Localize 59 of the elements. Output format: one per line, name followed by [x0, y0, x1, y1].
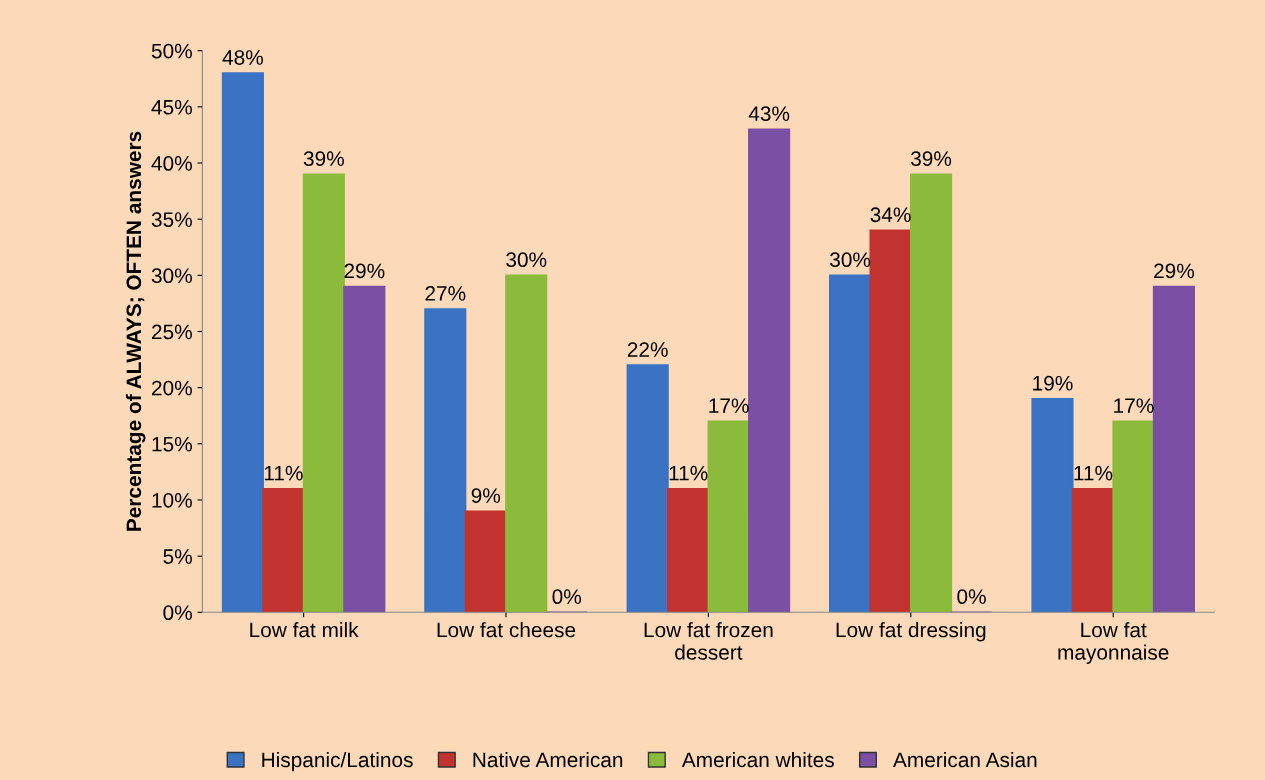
bar — [829, 274, 872, 613]
y-tick-label: 30% — [151, 268, 192, 284]
legend-label: Hispanic/Latinos — [262, 751, 413, 772]
data-label: 34% — [870, 207, 911, 223]
x-tick-label: Low fat cheese — [437, 622, 576, 638]
bar — [1152, 285, 1195, 613]
bar — [302, 173, 345, 613]
data-label: 39% — [910, 151, 952, 166]
x-tick-label: Low fat milk — [250, 622, 359, 638]
bar — [909, 173, 953, 613]
y-tick-label: 5% — [163, 549, 192, 564]
bar — [262, 487, 305, 613]
y-tick-label: 10% — [152, 492, 192, 508]
data-label: 17% — [709, 398, 749, 413]
bar — [221, 72, 264, 613]
bar — [869, 229, 912, 613]
bar — [343, 285, 386, 613]
data-label: 27% — [425, 286, 466, 301]
data-label: 0% — [552, 589, 582, 605]
data-label: 48% — [222, 50, 263, 65]
data-label: 0% — [957, 589, 986, 605]
y-tick-label: 15% — [152, 436, 192, 452]
legend-label: Native American — [473, 751, 623, 768]
y-tick-label: 35% — [151, 212, 192, 227]
bar — [626, 364, 669, 613]
x-tick-label: Low fat dressing — [836, 622, 986, 642]
data-label: 9% — [471, 488, 501, 503]
data-label: 29% — [1154, 263, 1195, 279]
y-tick-label: 40% — [151, 156, 192, 171]
bar — [1112, 420, 1155, 613]
data-label: 39% — [303, 151, 344, 166]
data-label: 17% — [1114, 398, 1154, 413]
data-label: 30% — [506, 252, 547, 268]
data-label: 30% — [830, 252, 871, 268]
data-label: 11% — [669, 465, 708, 481]
data-label: 11% — [1074, 465, 1113, 481]
bar — [424, 308, 467, 613]
bar — [1071, 487, 1115, 613]
bar — [464, 510, 507, 613]
y-tick-label: 25% — [152, 324, 192, 340]
bar — [748, 128, 791, 613]
y-axis-title: Percentage of ALWAYS; OFTEN answers — [125, 131, 146, 531]
bar — [667, 487, 710, 613]
legend-label: American whites — [681, 751, 834, 768]
bar — [707, 420, 750, 613]
data-label: 43% — [748, 106, 790, 122]
data-label: 11% — [264, 465, 303, 481]
bar — [1031, 398, 1074, 613]
bar — [505, 274, 548, 613]
data-label: 22% — [627, 342, 668, 357]
y-tick-label: 45% — [151, 99, 192, 115]
data-label: 29% — [344, 263, 385, 279]
x-tick-label: Low fat frozen dessert — [644, 622, 773, 660]
legend-label: American Asian — [893, 751, 1037, 768]
x-tick-label: Low fat mayonnaise — [1058, 622, 1169, 664]
y-tick-label: 0% — [163, 605, 192, 621]
y-tick-label: 50% — [151, 43, 192, 59]
y-tick-label: 20% — [152, 380, 192, 396]
data-label: 19% — [1033, 375, 1073, 391]
